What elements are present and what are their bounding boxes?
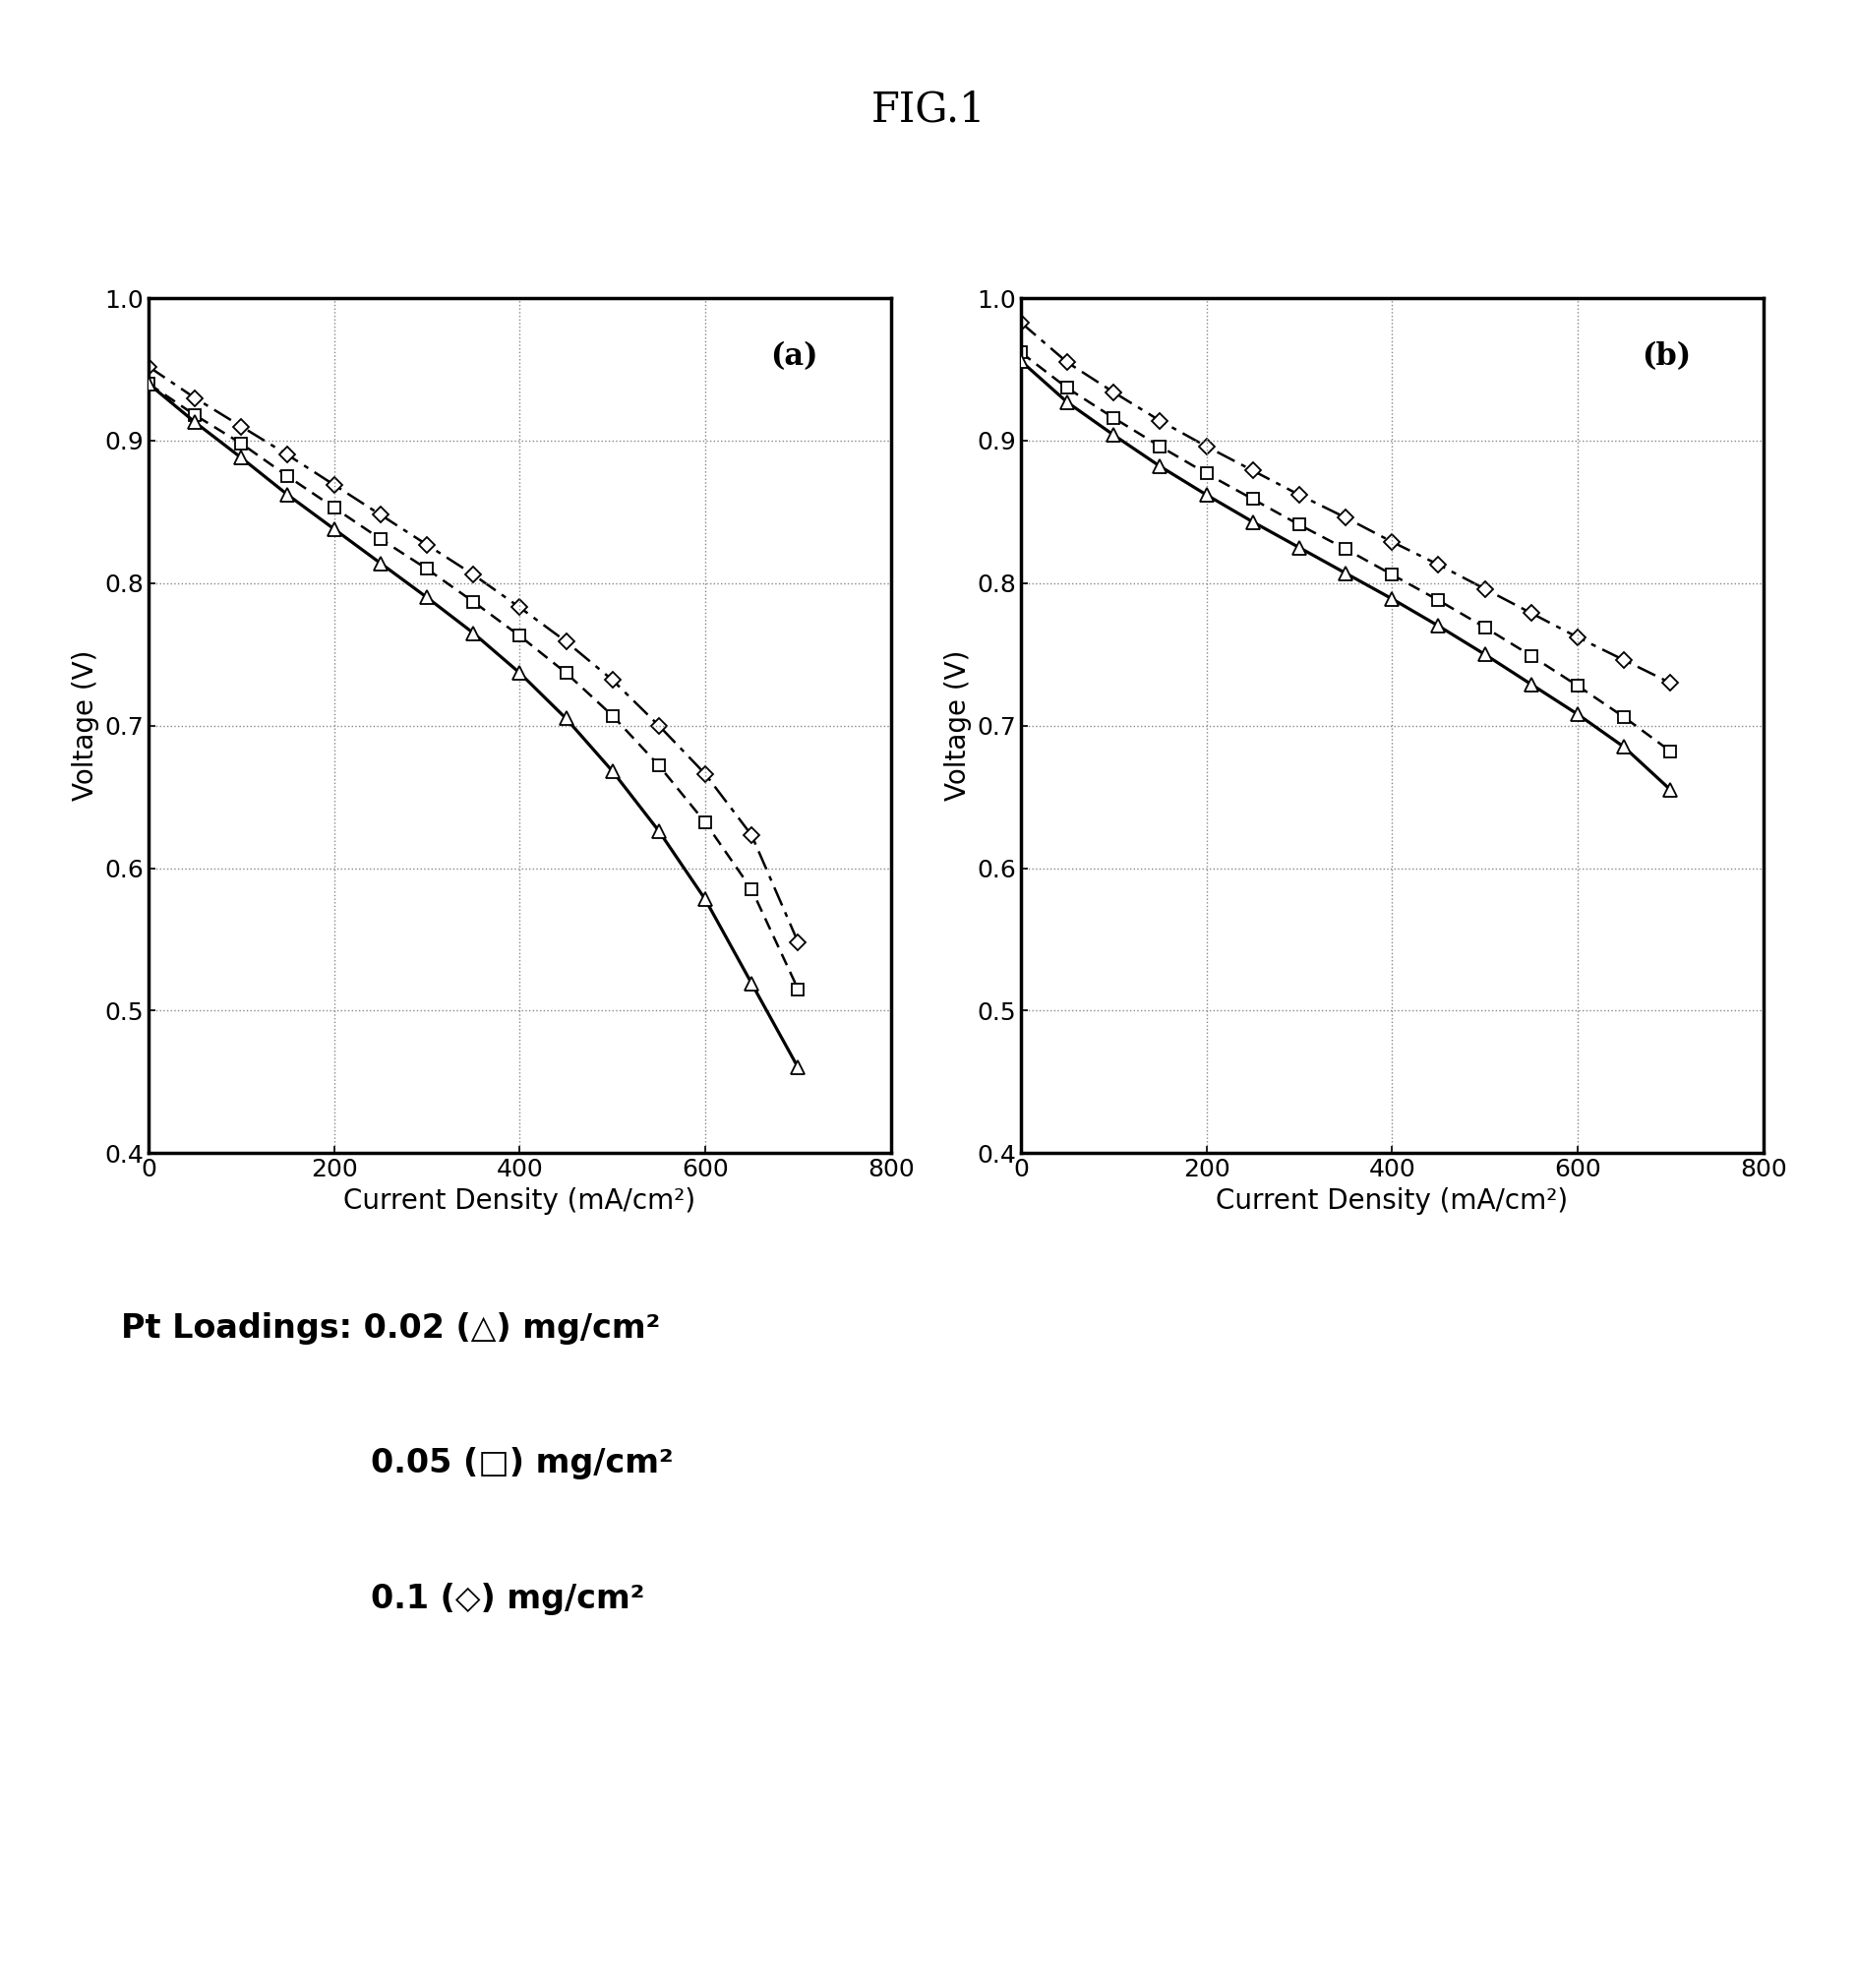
Text: 0.1 (◇) mg/cm²: 0.1 (◇) mg/cm² — [371, 1582, 646, 1614]
Text: (a): (a) — [770, 342, 818, 372]
Text: FIG.1: FIG.1 — [870, 89, 986, 131]
X-axis label: Current Density (mA/cm²): Current Density (mA/cm²) — [343, 1187, 696, 1215]
Y-axis label: Voltage (V): Voltage (V) — [72, 650, 98, 801]
X-axis label: Current Density (mA/cm²): Current Density (mA/cm²) — [1216, 1187, 1568, 1215]
Text: Pt Loadings: 0.02 (△) mg/cm²: Pt Loadings: 0.02 (△) mg/cm² — [121, 1312, 661, 1344]
Text: 0.05 (□) mg/cm²: 0.05 (□) mg/cm² — [371, 1447, 674, 1479]
Text: (b): (b) — [1643, 342, 1691, 372]
Y-axis label: Voltage (V): Voltage (V) — [945, 650, 971, 801]
